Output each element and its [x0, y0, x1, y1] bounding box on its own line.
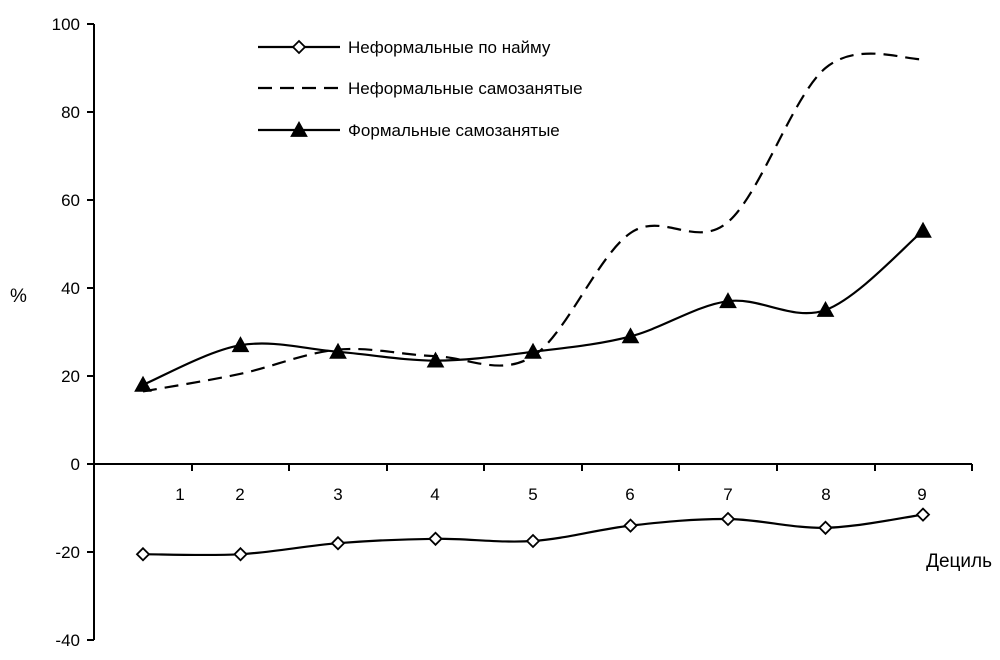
data-point — [231, 336, 250, 353]
data-point — [816, 300, 835, 317]
series-layer — [134, 52, 932, 562]
data-point — [426, 351, 445, 368]
data-point — [329, 342, 347, 359]
y-axis-title: % — [10, 286, 27, 307]
data-point — [525, 533, 541, 549]
data-point — [915, 507, 931, 522]
data-point — [134, 375, 152, 392]
x-tick-label: 8 — [821, 485, 830, 504]
y-tick-label: 80 — [61, 103, 80, 122]
series-line-2 — [142, 52, 924, 393]
data-point — [524, 342, 542, 359]
data-point — [621, 327, 640, 344]
legend-marker — [291, 39, 307, 55]
legend-label: Формальные самозанятые — [348, 121, 560, 140]
legend-label: Неформальные самозанятые — [348, 79, 583, 98]
series-line-3 — [142, 229, 924, 386]
data-point — [330, 535, 346, 551]
legend-label: Неформальные по найму — [348, 38, 551, 57]
y-tick-label: 60 — [61, 191, 80, 210]
data-point — [135, 546, 151, 562]
data-point — [720, 511, 736, 527]
data-point — [719, 292, 737, 309]
y-tick-label: 40 — [61, 279, 80, 298]
x-tick-label: 2 — [235, 485, 244, 504]
x-tick-label: 4 — [430, 485, 439, 504]
y-tick-label: -40 — [55, 631, 80, 650]
x-tick-label: 6 — [625, 485, 634, 504]
x-tick-label: 5 — [528, 485, 537, 504]
legend: Неформальные по найму Неформальные самоза… — [258, 38, 583, 140]
data-point — [233, 546, 248, 562]
data-point — [623, 518, 638, 533]
data-point — [428, 531, 443, 547]
x-tick-label: 7 — [723, 485, 732, 504]
x-tick-label: 3 — [333, 485, 342, 504]
data-point — [818, 520, 833, 536]
x-tick-label: 1 — [175, 485, 184, 504]
y-tick-label: 0 — [71, 455, 80, 474]
y-axis: -40 -20 0 20 40 60 80 100 — [52, 15, 95, 650]
x-axis: 1 2 3 4 5 6 7 8 9 — [93, 463, 973, 504]
data-point — [914, 221, 932, 238]
legend-marker — [290, 120, 308, 137]
x-tick-label: 9 — [917, 485, 926, 504]
y-tick-label: -20 — [55, 543, 80, 562]
y-tick-label: 20 — [61, 367, 80, 386]
y-tick-label: 100 — [52, 15, 80, 34]
x-axis-title: Дециль — [926, 551, 992, 572]
